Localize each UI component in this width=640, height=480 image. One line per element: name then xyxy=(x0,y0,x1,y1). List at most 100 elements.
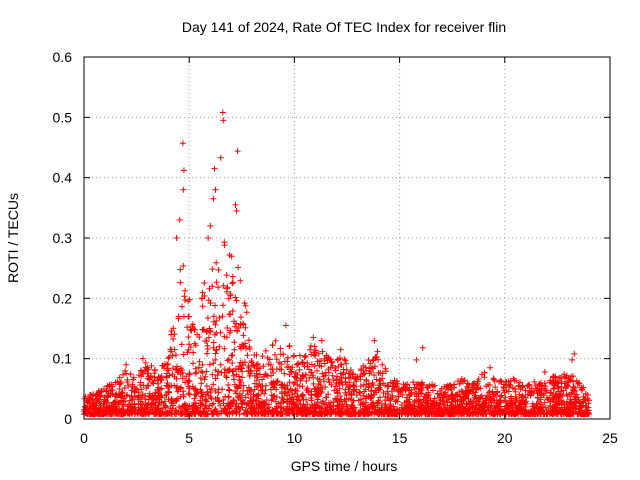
data-point xyxy=(185,390,192,397)
data-point xyxy=(100,386,107,393)
data-point xyxy=(101,396,108,403)
data-point xyxy=(247,387,254,394)
data-point xyxy=(232,294,239,301)
data-point xyxy=(272,337,279,344)
data-point xyxy=(144,401,151,408)
data-point xyxy=(217,329,224,336)
data-point xyxy=(464,389,471,396)
data-point xyxy=(549,409,556,416)
data-point xyxy=(128,393,135,400)
data-point xyxy=(375,369,382,376)
data-point xyxy=(246,372,253,379)
data-point xyxy=(262,347,269,354)
data-point xyxy=(363,410,370,417)
data-point xyxy=(127,371,134,378)
data-point xyxy=(315,393,322,400)
data-point xyxy=(186,391,193,398)
data-point xyxy=(203,391,210,398)
data-point xyxy=(276,359,283,366)
data-point xyxy=(377,394,384,401)
data-point xyxy=(216,314,223,321)
data-point xyxy=(359,409,366,416)
data-point xyxy=(213,347,220,354)
data-point xyxy=(97,406,104,413)
data-point xyxy=(342,357,349,364)
data-point xyxy=(565,379,572,386)
data-point xyxy=(131,383,138,390)
data-point xyxy=(517,379,524,386)
data-point xyxy=(379,370,386,377)
data-point xyxy=(296,383,303,390)
data-point xyxy=(328,359,335,366)
data-point xyxy=(210,381,217,388)
data-point xyxy=(497,393,504,400)
data-point xyxy=(183,411,190,418)
data-point xyxy=(123,392,130,399)
data-point xyxy=(434,408,441,415)
data-point xyxy=(367,360,374,367)
data-point xyxy=(289,391,296,398)
data-point xyxy=(385,391,392,398)
data-point xyxy=(202,373,209,380)
data-point xyxy=(95,410,102,417)
data-point xyxy=(239,374,246,381)
data-point xyxy=(191,399,198,406)
data-point xyxy=(307,342,314,349)
data-point xyxy=(203,368,210,375)
data-point xyxy=(302,371,309,378)
data-point xyxy=(247,405,254,412)
data-point xyxy=(217,361,224,368)
data-point xyxy=(190,349,197,356)
data-point xyxy=(212,186,219,193)
data-point xyxy=(207,327,214,334)
data-point xyxy=(312,385,319,392)
x-axis-label: GPS time / hours xyxy=(291,458,398,474)
data-points xyxy=(81,109,592,418)
data-point xyxy=(485,381,492,388)
data-point xyxy=(413,356,420,363)
data-point xyxy=(131,401,138,408)
data-point xyxy=(314,367,321,374)
data-point xyxy=(545,396,552,403)
data-point xyxy=(124,407,131,414)
data-point xyxy=(512,393,519,400)
data-point xyxy=(245,391,252,398)
data-point xyxy=(467,398,474,405)
data-point xyxy=(237,321,244,328)
data-point xyxy=(229,307,236,314)
data-point xyxy=(574,380,581,387)
data-point xyxy=(251,380,258,387)
data-point xyxy=(518,400,525,407)
data-point xyxy=(123,370,130,377)
data-point xyxy=(96,400,103,407)
data-point xyxy=(580,393,587,400)
data-point xyxy=(515,405,522,412)
data-point xyxy=(511,386,518,393)
data-point xyxy=(243,309,250,316)
data-point xyxy=(253,377,260,384)
data-point xyxy=(327,364,334,371)
data-point xyxy=(175,368,182,375)
data-point xyxy=(238,365,245,372)
data-point xyxy=(86,395,93,402)
data-point xyxy=(318,405,325,412)
data-point xyxy=(232,323,239,330)
data-point xyxy=(152,366,159,373)
data-point xyxy=(286,395,293,402)
axis-ticks: 0 5 10 15 20 25 0 0.1 0.2 0.3 0.4 0.5 0.6 xyxy=(53,49,618,446)
data-point xyxy=(210,313,217,320)
data-point xyxy=(197,375,204,382)
data-point xyxy=(248,409,255,416)
data-point xyxy=(199,289,206,296)
data-point xyxy=(452,392,459,399)
data-point xyxy=(576,409,583,416)
data-point xyxy=(456,389,463,396)
data-point xyxy=(183,373,190,380)
data-point xyxy=(234,393,241,400)
data-point xyxy=(274,409,281,416)
data-point xyxy=(413,410,420,417)
data-point xyxy=(215,397,222,404)
y-tick-label: 0.6 xyxy=(53,49,73,65)
data-point xyxy=(182,403,189,410)
data-point xyxy=(199,369,206,376)
